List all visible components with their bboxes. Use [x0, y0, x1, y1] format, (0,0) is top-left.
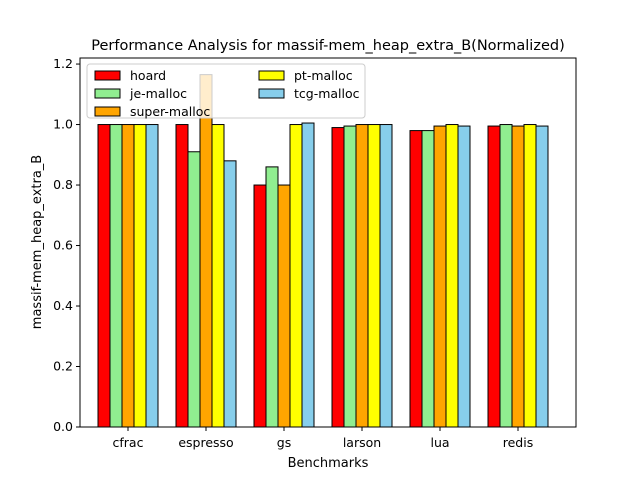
bar-je-malloc-larson	[343, 125, 357, 428]
bar-super-malloc-espresso	[199, 74, 213, 428]
bar-je-malloc-redis	[499, 124, 513, 428]
legend-swatch-je-malloc	[94, 88, 121, 99]
x-tick-label-redis: redis	[503, 435, 533, 450]
bar-tcg-malloc-lua	[457, 125, 471, 428]
bar-tcg-malloc-espresso	[223, 160, 237, 428]
x-axis: cfrac espresso gs larson lua redis	[113, 427, 533, 450]
bar-tcg-malloc-cfrac	[145, 124, 159, 428]
y-tick-label: 0.2	[53, 359, 73, 374]
bar-tcg-malloc-redis	[535, 125, 549, 428]
bar-hoard-larson	[331, 127, 345, 428]
bar-hoard-lua	[409, 130, 423, 428]
y-tick-label: 1.0	[53, 117, 73, 132]
x-tick-label-lua: lua	[430, 435, 449, 450]
bars-layer	[97, 74, 549, 428]
bar-super-malloc-larson	[355, 124, 369, 428]
legend-box	[86, 63, 366, 119]
bar-hoard-espresso	[175, 124, 189, 428]
legend-label-pt-malloc: pt-malloc	[294, 68, 353, 83]
legend-label-super-malloc: super-malloc	[130, 104, 210, 119]
bar-je-malloc-espresso	[187, 151, 201, 428]
x-tick-label-espresso: espresso	[178, 435, 233, 450]
bar-tcg-malloc-gs	[301, 122, 315, 428]
bar-hoard-redis	[487, 125, 501, 428]
x-tick-label-gs: gs	[277, 435, 291, 450]
y-axis: 0.0 0.2 0.4 0.6 0.8 1.0 1.2	[53, 56, 80, 434]
legend-swatch-pt-malloc	[258, 70, 285, 81]
y-tick-label: 0.0	[53, 419, 73, 434]
y-tick-label: 0.4	[53, 298, 73, 313]
bar-pt-malloc-larson	[367, 124, 381, 428]
y-tick-label: 0.6	[53, 238, 73, 253]
bar-je-malloc-gs	[265, 166, 279, 428]
chart-title: Performance Analysis for massif-mem_heap…	[91, 38, 564, 54]
y-tick-label: 1.2	[53, 56, 73, 71]
bar-je-malloc-cfrac	[109, 124, 123, 428]
bar-pt-malloc-cfrac	[133, 124, 147, 428]
legend-label-tcg-malloc: tcg-malloc	[294, 86, 360, 101]
bar-hoard-cfrac	[97, 124, 111, 428]
y-axis-label: massif-mem_heap_extra_B	[30, 155, 45, 329]
legend-swatch-hoard	[94, 70, 121, 81]
bar-super-malloc-lua	[433, 125, 447, 428]
y-tick-label: 0.8	[53, 177, 73, 192]
x-tick-label-larson: larson	[343, 435, 381, 450]
bar-super-malloc-gs	[277, 184, 291, 428]
legend-label-je-malloc: je-malloc	[129, 86, 187, 101]
bar-tcg-malloc-larson	[379, 124, 393, 428]
bar-pt-malloc-espresso	[211, 124, 225, 428]
x-tick-label-cfrac: cfrac	[113, 435, 144, 450]
bar-hoard-gs	[253, 184, 267, 428]
legend: hoard je-malloc super-malloc pt-malloc tcg-m…	[86, 63, 366, 119]
plot-frame	[79, 57, 577, 428]
x-axis-label: Benchmarks	[288, 456, 369, 471]
legend-swatch-super-malloc	[94, 106, 121, 117]
bar-pt-malloc-redis	[523, 124, 537, 428]
bar-super-malloc-cfrac	[121, 124, 135, 428]
bar-pt-malloc-gs	[289, 124, 303, 428]
legend-label-hoard: hoard	[130, 68, 166, 83]
bar-je-malloc-lua	[421, 130, 435, 428]
legend-swatch-tcg-malloc	[258, 88, 285, 99]
bar-pt-malloc-lua	[445, 124, 459, 428]
bar-super-malloc-redis	[511, 125, 525, 428]
